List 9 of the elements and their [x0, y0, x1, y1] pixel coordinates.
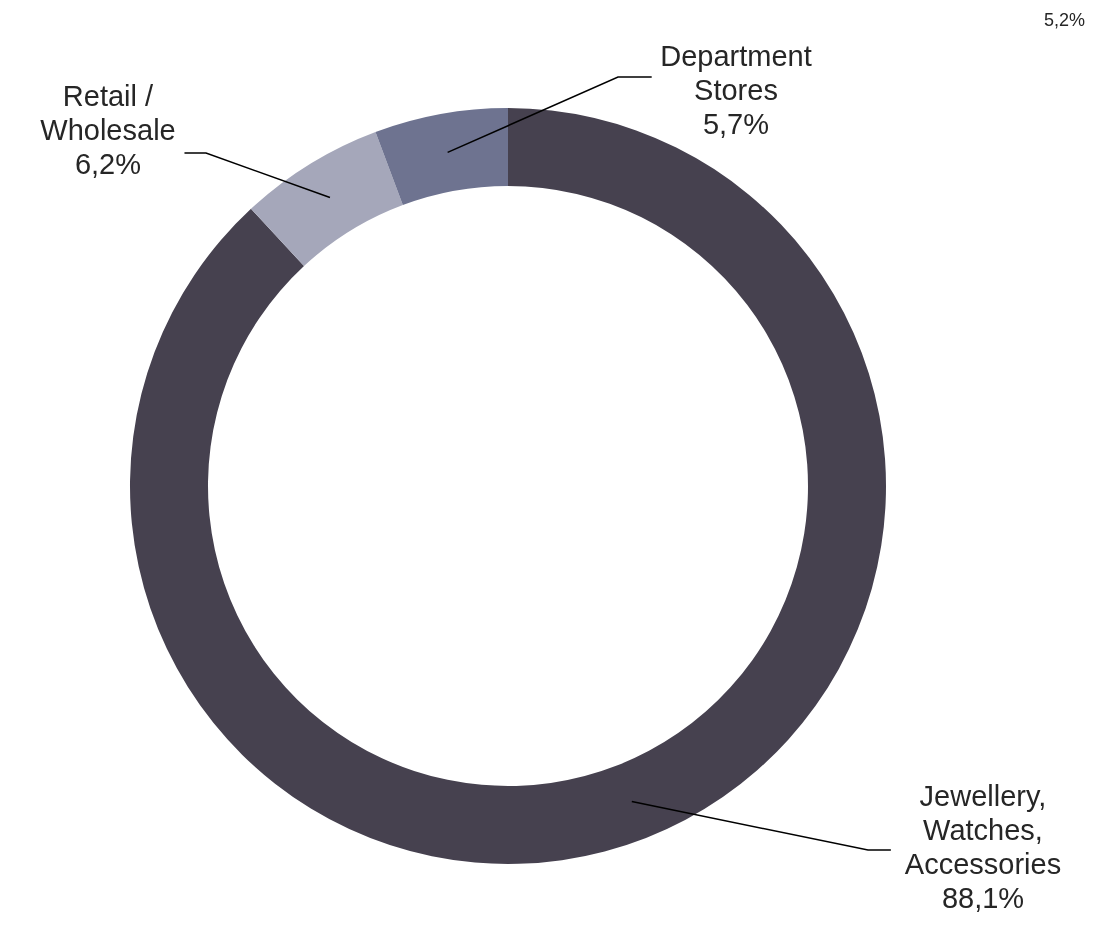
slice-label: Department Stores: [660, 40, 812, 107]
data-label: 5,7%: [702, 108, 770, 141]
text: 5,2%: [1043, 10, 1085, 30]
slice-label: Retail / Wholesale: [40, 80, 176, 147]
data-label: 88,1%: [941, 882, 1025, 915]
slice-label: Jewellery, Watches, Accessories: [904, 780, 1062, 881]
data-label: 6,2%: [74, 148, 142, 181]
donut-slice: [375, 108, 508, 206]
donut-slice: [250, 131, 403, 267]
